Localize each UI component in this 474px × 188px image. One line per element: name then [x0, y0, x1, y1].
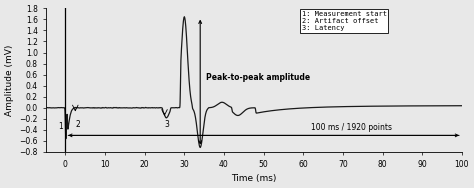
Text: 2: 2 — [75, 120, 80, 129]
Text: 3: 3 — [164, 120, 169, 129]
Text: Peak-to-peak amplitude: Peak-to-peak amplitude — [206, 73, 310, 82]
X-axis label: Time (ms): Time (ms) — [231, 174, 276, 183]
Text: 1: Measurement start
2: Artifact offset
3: Latency: 1: Measurement start 2: Artifact offset … — [301, 11, 387, 31]
Text: 100 ms / 1920 points: 100 ms / 1920 points — [311, 123, 392, 132]
Y-axis label: Amplitude (mV): Amplitude (mV) — [5, 45, 14, 116]
Text: 1: 1 — [59, 122, 64, 131]
